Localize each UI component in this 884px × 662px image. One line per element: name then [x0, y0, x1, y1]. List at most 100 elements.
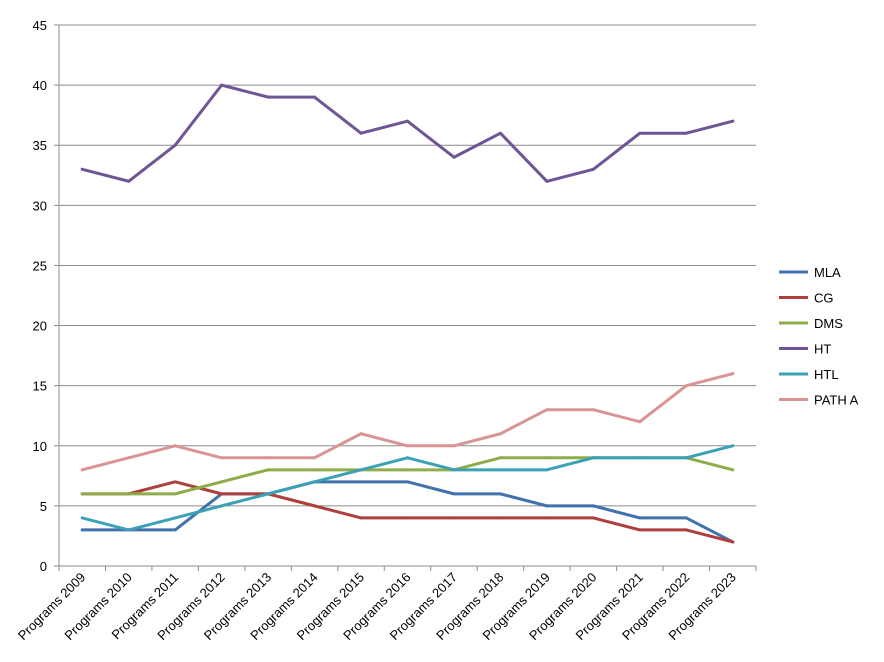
legend-item: DMS — [779, 316, 843, 331]
data-point — [452, 468, 456, 472]
y-tick-label: 45 — [33, 18, 47, 33]
data-point — [498, 468, 502, 472]
data-point — [638, 420, 642, 424]
data-point — [406, 468, 409, 472]
data-point — [173, 480, 177, 484]
data-point — [452, 516, 456, 520]
data-point — [173, 444, 177, 448]
data-point — [80, 528, 84, 532]
series-lines — [80, 83, 735, 544]
data-point — [80, 468, 84, 472]
data-point — [220, 456, 224, 460]
data-point — [173, 143, 177, 147]
data-point — [591, 504, 595, 508]
data-point — [684, 456, 688, 460]
data-point — [545, 504, 549, 508]
data-point — [452, 444, 456, 448]
data-point — [591, 167, 595, 171]
y-tick-label: 40 — [33, 78, 47, 93]
data-point — [498, 516, 502, 520]
data-point — [313, 456, 317, 460]
series-line — [80, 480, 735, 544]
y-tick-label: 35 — [33, 138, 47, 153]
series-mla — [80, 480, 735, 544]
data-point — [545, 456, 549, 460]
y-tick-label: 30 — [33, 198, 47, 213]
data-point — [731, 372, 735, 376]
data-point — [127, 492, 131, 496]
data-point — [731, 119, 735, 123]
series-line — [80, 480, 735, 544]
data-point — [684, 384, 688, 388]
y-tick-label: 15 — [33, 379, 47, 394]
series-ht — [80, 83, 735, 183]
legend-label: DMS — [814, 316, 843, 331]
data-point — [220, 492, 224, 496]
data-point — [266, 456, 270, 460]
legend-item: PATH A — [779, 393, 859, 408]
data-point — [406, 480, 409, 484]
data-point — [498, 131, 502, 135]
series-path-a — [80, 372, 735, 472]
data-point — [80, 167, 84, 171]
data-point — [731, 444, 735, 448]
data-point — [406, 119, 409, 123]
legend-item: HTL — [779, 367, 839, 382]
data-point — [731, 540, 735, 544]
data-point — [406, 516, 409, 520]
y-tick-label: 25 — [33, 258, 47, 273]
data-point — [638, 456, 642, 460]
data-point — [638, 516, 642, 520]
y-tick-label: 10 — [33, 439, 47, 454]
data-point — [127, 456, 131, 460]
data-point — [498, 432, 502, 436]
data-point — [545, 516, 549, 520]
legend-item: CG — [779, 291, 834, 306]
data-point — [359, 480, 363, 484]
series-line — [80, 83, 735, 183]
data-point — [591, 516, 595, 520]
data-point — [684, 516, 688, 520]
data-point — [313, 468, 317, 472]
data-point — [220, 83, 224, 87]
data-point — [220, 504, 224, 508]
data-point — [498, 492, 502, 496]
y-tick-label: 5 — [40, 499, 47, 514]
data-point — [684, 528, 688, 532]
data-point — [173, 528, 177, 532]
data-point — [591, 408, 595, 412]
data-point — [406, 456, 409, 460]
axes — [54, 24, 757, 571]
data-point — [359, 516, 363, 520]
legend-label: HTL — [814, 367, 839, 382]
legend-label: PATH A — [814, 393, 859, 408]
data-point — [638, 131, 642, 135]
legend-label: MLA — [814, 265, 841, 280]
gridlines — [59, 24, 756, 507]
data-point — [266, 468, 270, 472]
data-point — [80, 516, 84, 520]
data-point — [359, 468, 363, 472]
series-cg — [80, 480, 735, 544]
data-point — [266, 95, 270, 99]
data-point — [498, 456, 502, 460]
data-point — [545, 468, 549, 472]
data-point — [638, 528, 642, 532]
data-point — [591, 456, 595, 460]
data-point — [173, 492, 177, 496]
legend-item: HT — [779, 342, 831, 357]
series-line — [80, 372, 735, 472]
data-point — [406, 444, 409, 448]
data-point — [452, 155, 456, 159]
y-tick-label: 0 — [40, 559, 47, 574]
data-point — [127, 528, 131, 532]
legend: MLA CG DMS HT HTL PATH A — [779, 265, 859, 408]
legend-label: HT — [814, 342, 831, 357]
data-point — [684, 131, 688, 135]
data-point — [545, 408, 549, 412]
data-point — [220, 480, 224, 484]
y-tick-labels: 0 5 10 15 20 25 30 35 40 45 — [33, 18, 47, 574]
